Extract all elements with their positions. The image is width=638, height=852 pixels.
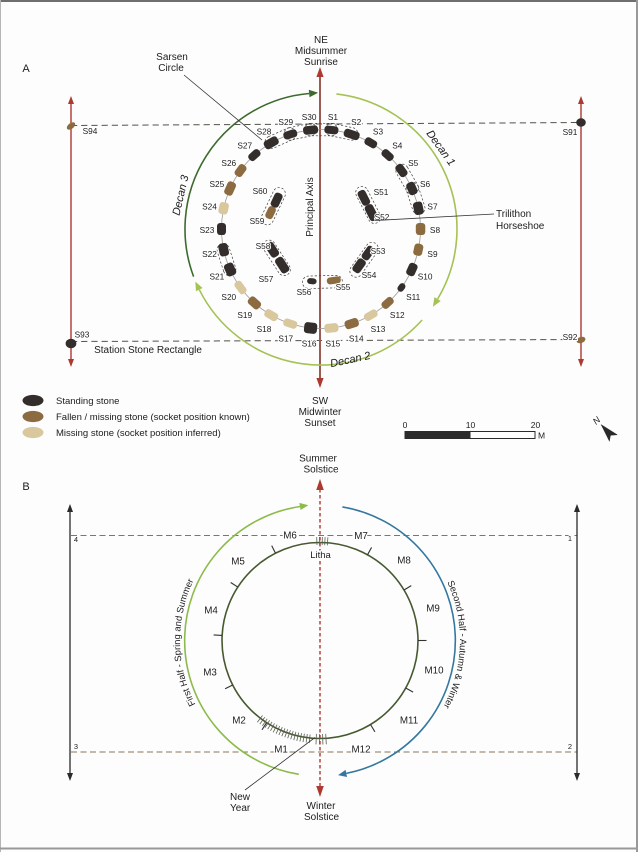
svg-text:S51: S51 — [374, 187, 389, 197]
svg-text:Fallen / missing stone (socket: Fallen / missing stone (socket position … — [56, 412, 250, 423]
svg-text:S21: S21 — [210, 272, 225, 282]
svg-text:Missing stone (socket position: Missing stone (socket position inferred) — [56, 428, 221, 439]
svg-text:S4: S4 — [392, 141, 403, 151]
svg-text:Circle: Circle — [158, 63, 184, 74]
svg-text:M6: M6 — [283, 530, 297, 541]
svg-text:A: A — [22, 63, 30, 75]
svg-text:Year: Year — [230, 803, 251, 814]
svg-text:S6: S6 — [420, 179, 431, 189]
svg-text:S24: S24 — [202, 202, 217, 212]
svg-text:S29: S29 — [278, 117, 293, 127]
svg-text:S9: S9 — [427, 249, 438, 259]
svg-text:Midwinter: Midwinter — [299, 407, 342, 418]
svg-text:S17: S17 — [278, 334, 293, 344]
svg-text:Sarsen: Sarsen — [156, 52, 188, 63]
svg-text:S60: S60 — [253, 186, 268, 196]
svg-text:M11: M11 — [400, 715, 418, 726]
svg-text:S59: S59 — [250, 216, 265, 226]
svg-text:S53: S53 — [371, 246, 386, 256]
svg-text:M3: M3 — [203, 667, 217, 678]
svg-text:3: 3 — [74, 742, 78, 751]
svg-text:S1: S1 — [328, 112, 339, 122]
svg-text:Standing stone: Standing stone — [56, 396, 119, 407]
svg-text:S10: S10 — [418, 272, 433, 282]
svg-text:2: 2 — [568, 742, 572, 751]
svg-text:S20: S20 — [221, 292, 236, 302]
svg-text:S5: S5 — [408, 158, 419, 168]
svg-text:N: N — [591, 414, 603, 426]
svg-text:S15: S15 — [326, 339, 341, 349]
svg-text:S11: S11 — [406, 292, 421, 302]
svg-text:S26: S26 — [221, 158, 236, 168]
svg-text:Station Stone Rectangle: Station Stone Rectangle — [94, 345, 202, 356]
svg-text:M7: M7 — [354, 531, 368, 542]
svg-text:M10: M10 — [424, 665, 444, 676]
svg-text:S56: S56 — [297, 287, 312, 297]
svg-text:S92: S92 — [563, 332, 578, 342]
svg-text:Sunrise: Sunrise — [304, 57, 338, 68]
svg-text:S93: S93 — [75, 330, 90, 340]
svg-text:M12: M12 — [351, 744, 370, 755]
svg-text:M4: M4 — [204, 605, 218, 616]
svg-text:Midsummer: Midsummer — [295, 46, 348, 57]
svg-text:New: New — [230, 792, 251, 803]
svg-text:S91: S91 — [563, 127, 578, 137]
svg-text:M1: M1 — [274, 744, 288, 755]
svg-text:S54: S54 — [362, 270, 377, 280]
svg-text:SW: SW — [312, 396, 329, 407]
svg-text:S8: S8 — [430, 225, 441, 235]
svg-text:Sunset: Sunset — [304, 418, 335, 429]
svg-text:M8: M8 — [397, 555, 411, 566]
svg-text:Litha: Litha — [310, 550, 331, 561]
svg-text:M2: M2 — [232, 715, 246, 726]
svg-text:Principal Axis: Principal Axis — [305, 177, 316, 236]
svg-text:S30: S30 — [302, 112, 317, 122]
svg-text:Solstice: Solstice — [304, 812, 339, 823]
svg-text:NE: NE — [314, 35, 328, 46]
svg-text:1: 1 — [568, 534, 572, 543]
svg-text:S55: S55 — [336, 282, 351, 292]
svg-text:S3: S3 — [373, 127, 384, 137]
svg-text:S25: S25 — [210, 179, 225, 189]
svg-text:20: 20 — [531, 420, 541, 430]
svg-text:S12: S12 — [390, 310, 405, 320]
svg-text:S27: S27 — [237, 141, 252, 151]
svg-text:M5: M5 — [231, 556, 245, 567]
svg-text:4: 4 — [74, 535, 78, 544]
svg-text:M: M — [538, 431, 545, 441]
svg-text:S16: S16 — [302, 339, 317, 349]
svg-text:S2: S2 — [351, 117, 362, 127]
svg-text:Winter: Winter — [307, 801, 337, 812]
svg-text:S7: S7 — [427, 202, 438, 212]
svg-text:Horseshoe: Horseshoe — [496, 221, 545, 232]
svg-text:S94: S94 — [83, 126, 98, 136]
svg-text:S58: S58 — [256, 241, 271, 251]
svg-text:Trilithon: Trilithon — [496, 209, 531, 220]
svg-text:S13: S13 — [371, 324, 386, 334]
svg-text:S19: S19 — [237, 310, 252, 320]
svg-text:S22: S22 — [202, 249, 217, 259]
svg-text:M9: M9 — [426, 603, 440, 614]
svg-text:10: 10 — [466, 420, 476, 430]
svg-text:B: B — [22, 481, 29, 493]
svg-text:S18: S18 — [257, 324, 272, 334]
svg-text:Solstice: Solstice — [303, 465, 338, 476]
svg-text:0: 0 — [403, 420, 408, 430]
svg-text:S28: S28 — [257, 127, 272, 137]
svg-text:S14: S14 — [349, 334, 364, 344]
svg-text:S57: S57 — [259, 274, 274, 284]
svg-text:Summer: Summer — [299, 454, 337, 465]
svg-text:S23: S23 — [200, 225, 215, 235]
